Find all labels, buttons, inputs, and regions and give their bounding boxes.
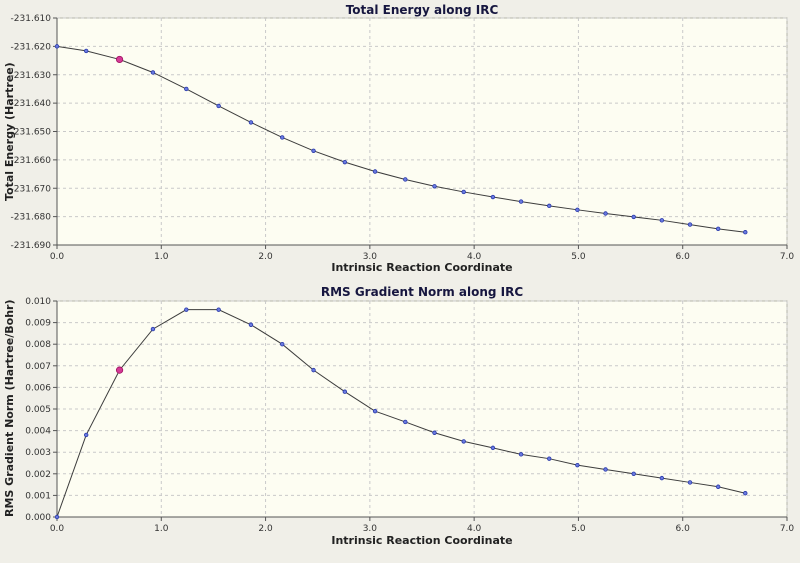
data-point[interactable] xyxy=(83,48,89,54)
data-point[interactable] xyxy=(687,480,693,485)
data-point[interactable] xyxy=(184,307,189,312)
data-point[interactable] xyxy=(547,456,552,461)
y-tick-label: -231.650 xyxy=(11,128,52,138)
data-point[interactable] xyxy=(311,367,316,373)
data-point[interactable] xyxy=(490,194,496,200)
data-point[interactable] xyxy=(743,491,748,496)
y-tick-label: -231.670 xyxy=(11,184,52,194)
x-tick-label: 3.0 xyxy=(363,524,378,534)
data-point[interactable] xyxy=(342,159,348,165)
x-tick-label: 0.0 xyxy=(50,252,65,262)
y-tick-label: -231.660 xyxy=(11,156,52,166)
series-line xyxy=(56,309,746,518)
y-tick-label: 0.008 xyxy=(25,340,51,350)
data-point[interactable] xyxy=(372,408,378,414)
series-line xyxy=(56,45,746,233)
data-point[interactable] xyxy=(280,135,285,140)
x-tick-label: 6.0 xyxy=(676,524,691,534)
data-point[interactable] xyxy=(659,218,665,223)
y-tick-label: 0.004 xyxy=(25,427,51,437)
y-tick-label: 0.005 xyxy=(25,405,51,415)
data-point[interactable] xyxy=(280,342,285,347)
x-tick-label: 5.0 xyxy=(571,252,586,262)
y-tick-label: -231.610 xyxy=(11,14,52,24)
y-tick-label: -231.640 xyxy=(11,99,52,109)
highlighted-data-point[interactable] xyxy=(115,55,124,64)
data-point[interactable] xyxy=(342,389,348,394)
x-tick-label: 5.0 xyxy=(571,524,586,534)
data-point[interactable] xyxy=(631,214,636,220)
data-point[interactable] xyxy=(490,445,496,451)
data-point[interactable] xyxy=(575,207,580,213)
y-tick-label: -231.680 xyxy=(11,213,52,223)
y-tick-label: 0.006 xyxy=(25,383,51,393)
y-tick-label: 0.003 xyxy=(25,448,51,458)
x-tick-label: 1.0 xyxy=(154,252,169,262)
total-energy-x-axis-label: Intrinsic Reaction Coordinate xyxy=(331,261,513,274)
data-point[interactable] xyxy=(372,169,378,174)
data-point[interactable] xyxy=(518,199,524,204)
data-point[interactable] xyxy=(715,484,721,489)
x-tick-label: 2.0 xyxy=(258,252,273,262)
data-point[interactable] xyxy=(54,514,60,520)
data-point[interactable] xyxy=(631,471,636,476)
y-tick-label: 0.001 xyxy=(25,491,51,501)
y-tick-label: 0.007 xyxy=(25,362,51,372)
rms-gradient-chart-title: RMS Gradient Norm along IRC xyxy=(320,285,524,299)
data-point[interactable] xyxy=(432,430,437,435)
x-tick-label: 0.0 xyxy=(50,524,65,534)
data-point[interactable] xyxy=(83,432,89,438)
data-point[interactable] xyxy=(432,184,437,189)
data-point[interactable] xyxy=(248,120,254,125)
y-tick-label: 0.000 xyxy=(25,513,51,523)
data-point[interactable] xyxy=(248,322,254,327)
y-tick-label: -231.620 xyxy=(11,42,52,52)
data-point[interactable] xyxy=(715,226,721,232)
highlighted-data-point[interactable] xyxy=(115,366,124,374)
data-point[interactable] xyxy=(150,326,156,332)
total-energy-y-axis-label: Total Energy (Hartree) xyxy=(3,62,16,201)
x-tick-label: 7.0 xyxy=(780,524,795,534)
y-tick-label: 0.009 xyxy=(25,319,51,329)
data-point[interactable] xyxy=(575,462,580,468)
data-point[interactable] xyxy=(311,148,316,153)
rms-gradient-x-axis-label: Intrinsic Reaction Coordinate xyxy=(331,534,513,547)
data-point[interactable] xyxy=(547,203,552,209)
data-point[interactable] xyxy=(687,222,693,227)
data-point[interactable] xyxy=(461,189,466,195)
y-tick-label: -231.630 xyxy=(11,71,52,81)
rms-gradient-y-axis-label: RMS Gradient Norm (Hartree/Bohr) xyxy=(3,299,16,517)
x-tick-label: 4.0 xyxy=(467,524,482,534)
x-tick-label: 7.0 xyxy=(780,252,795,262)
data-point[interactable] xyxy=(403,419,408,425)
data-point[interactable] xyxy=(461,439,466,444)
x-tick-label: 1.0 xyxy=(154,524,169,534)
data-point[interactable] xyxy=(184,86,189,92)
total-energy-plot[interactable]: 0.0 1.0 2.0 3.0 4.0 5.0 6.0 7.0 -231.610 -231.620… xyxy=(0,0,800,281)
data-point[interactable] xyxy=(518,452,524,457)
data-point[interactable] xyxy=(216,307,221,312)
y-tick-label: -231.690 xyxy=(11,241,52,251)
y-tick-label: 0.010 xyxy=(25,297,51,307)
data-point[interactable] xyxy=(603,467,608,472)
x-tick-label: 3.0 xyxy=(363,252,378,262)
rms-gradient-plot[interactable]: 0.0 1.0 2.0 3.0 4.0 5.0 6.0 7.0 0.000 0.001 0.002 0… xyxy=(0,281,800,563)
data-point[interactable] xyxy=(54,44,60,49)
x-tick-label: 6.0 xyxy=(676,252,691,262)
data-point[interactable] xyxy=(403,177,408,182)
data-point[interactable] xyxy=(603,211,608,216)
y-tick-label: 0.002 xyxy=(25,470,51,480)
data-point[interactable] xyxy=(216,103,221,109)
x-tick-label: 4.0 xyxy=(467,252,482,262)
x-tick-label: 2.0 xyxy=(258,524,273,534)
data-point[interactable] xyxy=(150,70,156,75)
data-point[interactable] xyxy=(743,230,748,235)
total-energy-chart-title: Total Energy along IRC xyxy=(345,3,499,17)
data-point[interactable] xyxy=(659,475,665,481)
